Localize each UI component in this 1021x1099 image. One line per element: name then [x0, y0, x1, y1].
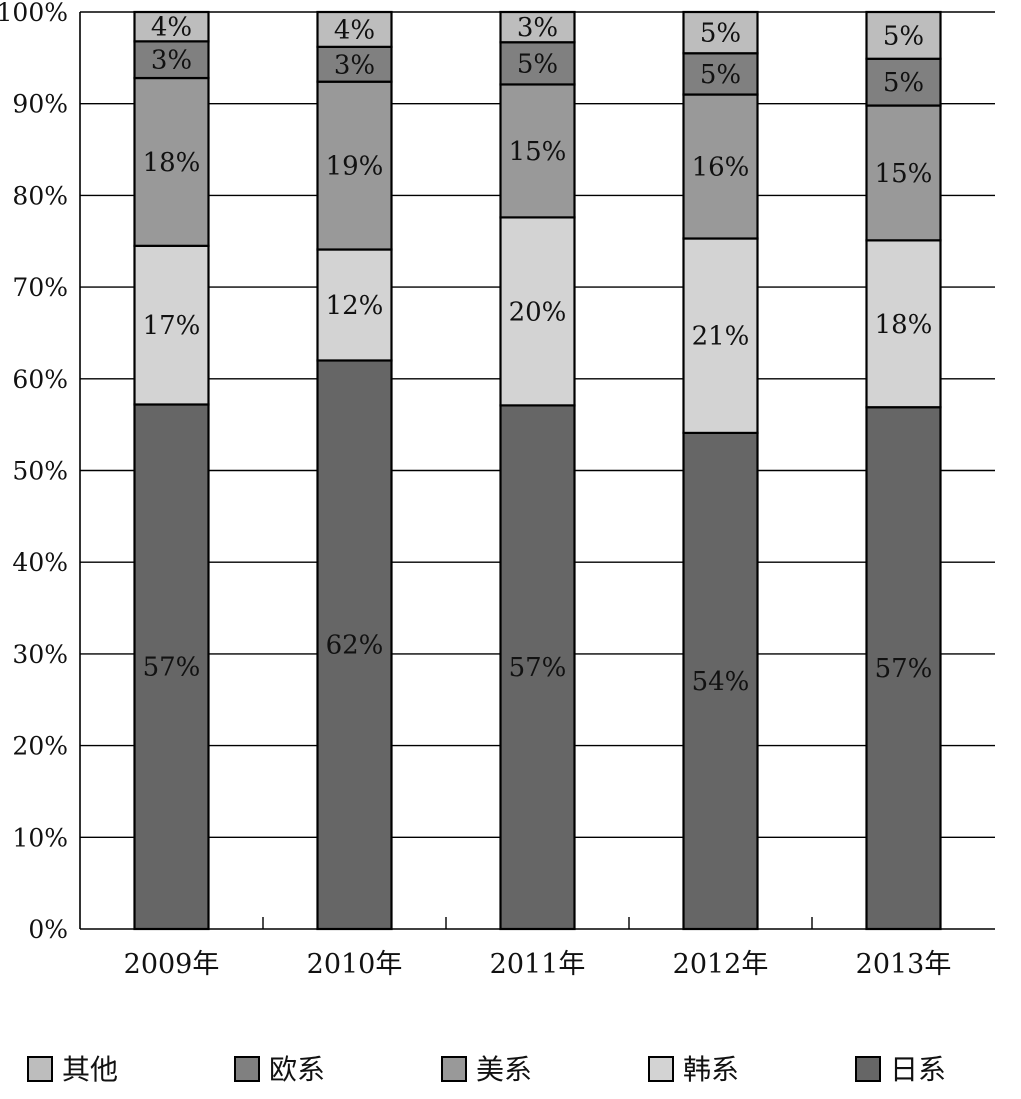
data-label: 5%: [700, 19, 741, 49]
y-tick-label: 30%: [12, 640, 68, 669]
data-label: 15%: [875, 159, 933, 189]
bar-segment: [499, 216, 576, 407]
data-label: 62%: [326, 631, 384, 661]
legend-label: 美系: [476, 1053, 532, 1086]
data-label: 15%: [509, 137, 567, 167]
data-label: 20%: [509, 297, 567, 327]
data-label: 54%: [692, 667, 750, 697]
data-label: 19%: [326, 152, 384, 182]
y-tick-label: 70%: [12, 273, 68, 302]
y-tick-label: 20%: [12, 732, 68, 761]
bar-segment: [133, 244, 210, 406]
legend-swatch: [648, 1056, 674, 1082]
legend-swatch: [27, 1056, 53, 1082]
data-label: 18%: [143, 148, 201, 178]
data-label: 18%: [875, 310, 933, 340]
bar-segment: [133, 40, 210, 80]
legend-label: 其他: [62, 1053, 118, 1086]
y-tick-label: 0%: [28, 915, 68, 944]
bar-segment: [865, 57, 942, 107]
legend: 其他 欧系 美系 韩系 日系: [27, 1053, 946, 1086]
bar-segment: [682, 10, 759, 55]
data-label: 5%: [517, 49, 558, 79]
bar-segment: [316, 80, 393, 251]
legend-label: 韩系: [683, 1053, 739, 1086]
bar-segment: [133, 10, 210, 43]
y-tick-label: 90%: [12, 90, 68, 119]
data-label: 21%: [692, 322, 750, 352]
y-tick-label: 50%: [12, 457, 68, 486]
x-tick-label: 2010年: [307, 949, 403, 980]
bar-segment: [865, 239, 942, 409]
bar-segment: [865, 104, 942, 242]
data-label: 5%: [883, 21, 924, 51]
data-label: 57%: [509, 653, 567, 683]
bar-segment: [865, 10, 942, 60]
y-tick-label: 40%: [12, 548, 68, 577]
data-label: 3%: [151, 46, 192, 76]
data-label: 57%: [143, 653, 201, 683]
legend-swatch: [234, 1056, 260, 1082]
bar-segment: [316, 10, 393, 48]
data-label: 5%: [883, 68, 924, 98]
bar-segment: [499, 41, 576, 86]
bar-segment: [316, 248, 393, 362]
x-tick-label: 2012年: [673, 949, 769, 980]
data-label: 3%: [517, 13, 558, 43]
y-tick-label: 10%: [12, 823, 68, 852]
data-label: 5%: [700, 60, 741, 90]
legend-swatch: [855, 1056, 881, 1082]
data-label: 17%: [143, 311, 201, 341]
data-label: 16%: [692, 153, 750, 183]
bar-segment: [499, 83, 576, 219]
x-tick-label: 2013年: [856, 949, 952, 980]
axes: [79, 12, 995, 930]
x-axis-ticks: 2009年 2010年 2011年 2012年 2013年: [124, 949, 952, 980]
data-label: 4%: [334, 15, 375, 45]
data-label: 57%: [875, 654, 933, 684]
data-label: 12%: [326, 291, 384, 321]
legend-swatch: [441, 1056, 467, 1082]
bar-stacks: 57%17%18%3%4%62%12%19%3%4%57%20%15%5%3%5…: [133, 10, 942, 931]
legend-label: 欧系: [269, 1053, 325, 1086]
y-tick-label: 60%: [12, 365, 68, 394]
bar-segment: [499, 10, 576, 44]
bar-segment: [133, 76, 210, 247]
y-tick-label: 80%: [12, 181, 68, 210]
y-tick-label: 100%: [0, 0, 68, 27]
x-tick-label: 2011年: [490, 949, 586, 980]
data-label: 4%: [151, 13, 192, 43]
data-label: 3%: [334, 50, 375, 80]
y-axis-ticks: 0% 10% 20% 30% 40% 50% 60% 70% 80% 90% 100%: [0, 0, 68, 944]
bar-segment: [682, 237, 759, 435]
legend-label: 日系: [890, 1053, 946, 1086]
x-tick-label: 2009年: [124, 949, 220, 980]
bar-segment: [682, 431, 759, 931]
